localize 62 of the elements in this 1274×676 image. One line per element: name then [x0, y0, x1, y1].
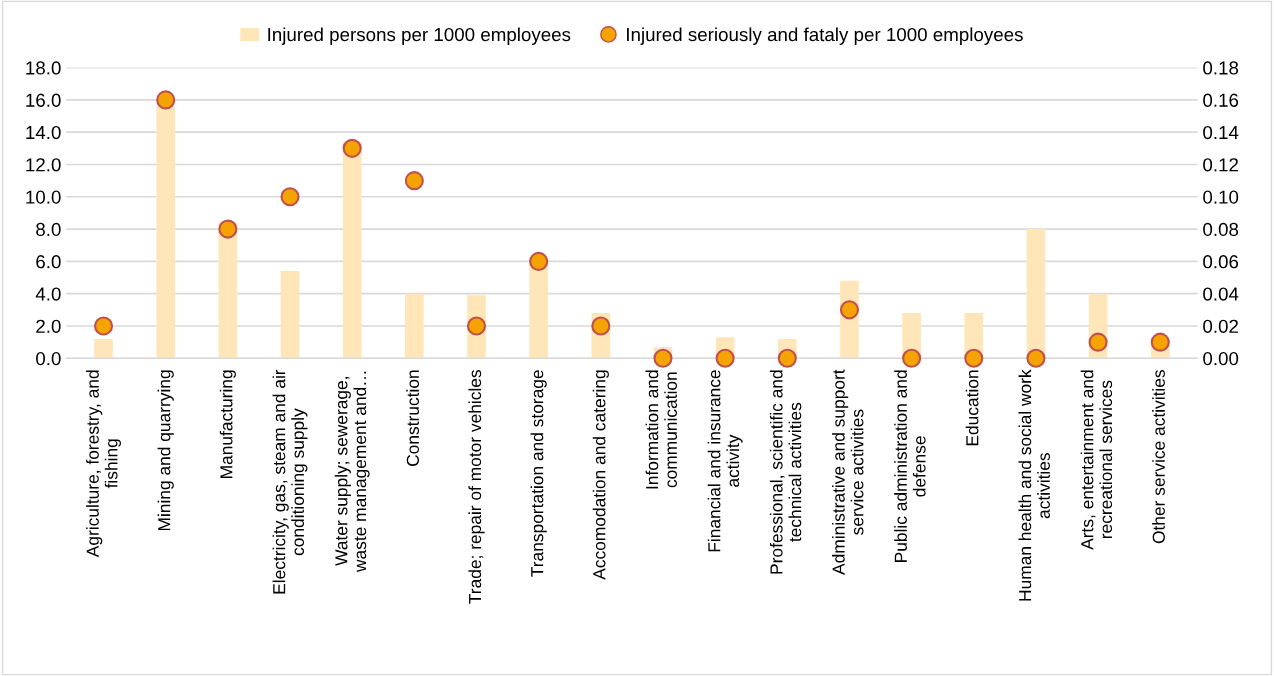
x-tick-label: Water supply; sewerage, waste management and…	[334, 371, 370, 573]
x-tick-label: Construction	[406, 370, 419, 466]
x-tick-label: Arts, entertainment and recreational services	[1080, 370, 1113, 550]
y2-tick-label: 0.12	[1203, 158, 1238, 172]
legend-label: Injured seriously and fataly per 1000 employees	[627, 27, 1023, 45]
x-tick-label: Financial and insurance activity	[707, 370, 743, 552]
y2-tick-label: 0.18	[1203, 61, 1239, 75]
point	[715, 348, 735, 368]
x-tick-label: Administrative and support service activities	[832, 369, 864, 575]
x-tick-label: Education	[965, 370, 979, 446]
point	[156, 90, 176, 110]
y2-tick-label: 0.08	[1203, 222, 1239, 237]
point	[591, 316, 611, 336]
bar	[94, 338, 113, 359]
point	[902, 348, 922, 368]
y2-tick-label: 0.02	[1203, 319, 1238, 333]
y-tick-label: 18.0	[26, 61, 61, 75]
y2-tick-label: 0.06	[1203, 255, 1239, 269]
bar	[405, 293, 424, 359]
bar	[342, 141, 362, 359]
point	[280, 187, 300, 207]
point	[218, 219, 238, 239]
point	[529, 251, 549, 271]
x-tick-label: Human health and social work activities	[1018, 369, 1050, 601]
y-tick-label: 4.0	[35, 287, 61, 301]
point	[1026, 348, 1046, 368]
x-tick-label: Information and communication	[645, 370, 677, 489]
point	[1150, 332, 1170, 352]
y2-tick-label: 0.00	[1203, 351, 1239, 366]
point	[653, 348, 673, 368]
x-tick-label: Other service activities	[1152, 370, 1165, 544]
y-tick-label: 8.0	[36, 222, 61, 237]
point	[839, 300, 860, 320]
y-tick-label: 16.0	[26, 93, 61, 107]
y-tick-label: 0.0	[36, 351, 61, 366]
x-tick-label: Transportation and storage	[530, 370, 547, 577]
x-tick-label: Trade; repair of motor vehicles	[468, 370, 485, 604]
y2-tick-label: 0.16	[1203, 93, 1239, 107]
y-tick-label: 2.0	[36, 319, 61, 333]
y-tick-label: 6.0	[36, 255, 61, 269]
point	[404, 171, 424, 191]
point	[1088, 332, 1108, 352]
x-tick-label: Mining and quarrying	[157, 370, 174, 531]
y2-tick-label: 0.14	[1203, 125, 1239, 140]
y-tick-label: 14.0	[26, 125, 61, 140]
point	[777, 348, 797, 368]
y-tick-label: 12.0	[26, 158, 61, 172]
y2-tick-label: 0.10	[1203, 190, 1239, 204]
legend-label: Injured persons per 1000 employees	[268, 27, 571, 45]
point	[342, 138, 362, 158]
x-tick-label: Agriculture, forestry, and fishing	[86, 370, 121, 558]
x-tick-label: Electricity, gas, steam and air conditioning supply	[272, 369, 308, 594]
y-tick-label: 10.0	[26, 190, 61, 204]
y2-tick-label: 0.04	[1203, 287, 1239, 301]
bar	[156, 106, 176, 359]
bar	[280, 271, 300, 359]
x-tick-label: Accomodation and catering	[592, 370, 609, 580]
point	[964, 348, 984, 368]
x-tick-label: Public administration and defense	[894, 370, 926, 562]
x-tick-label: Manufacturing	[219, 370, 236, 478]
point	[466, 316, 487, 336]
point	[94, 316, 114, 336]
